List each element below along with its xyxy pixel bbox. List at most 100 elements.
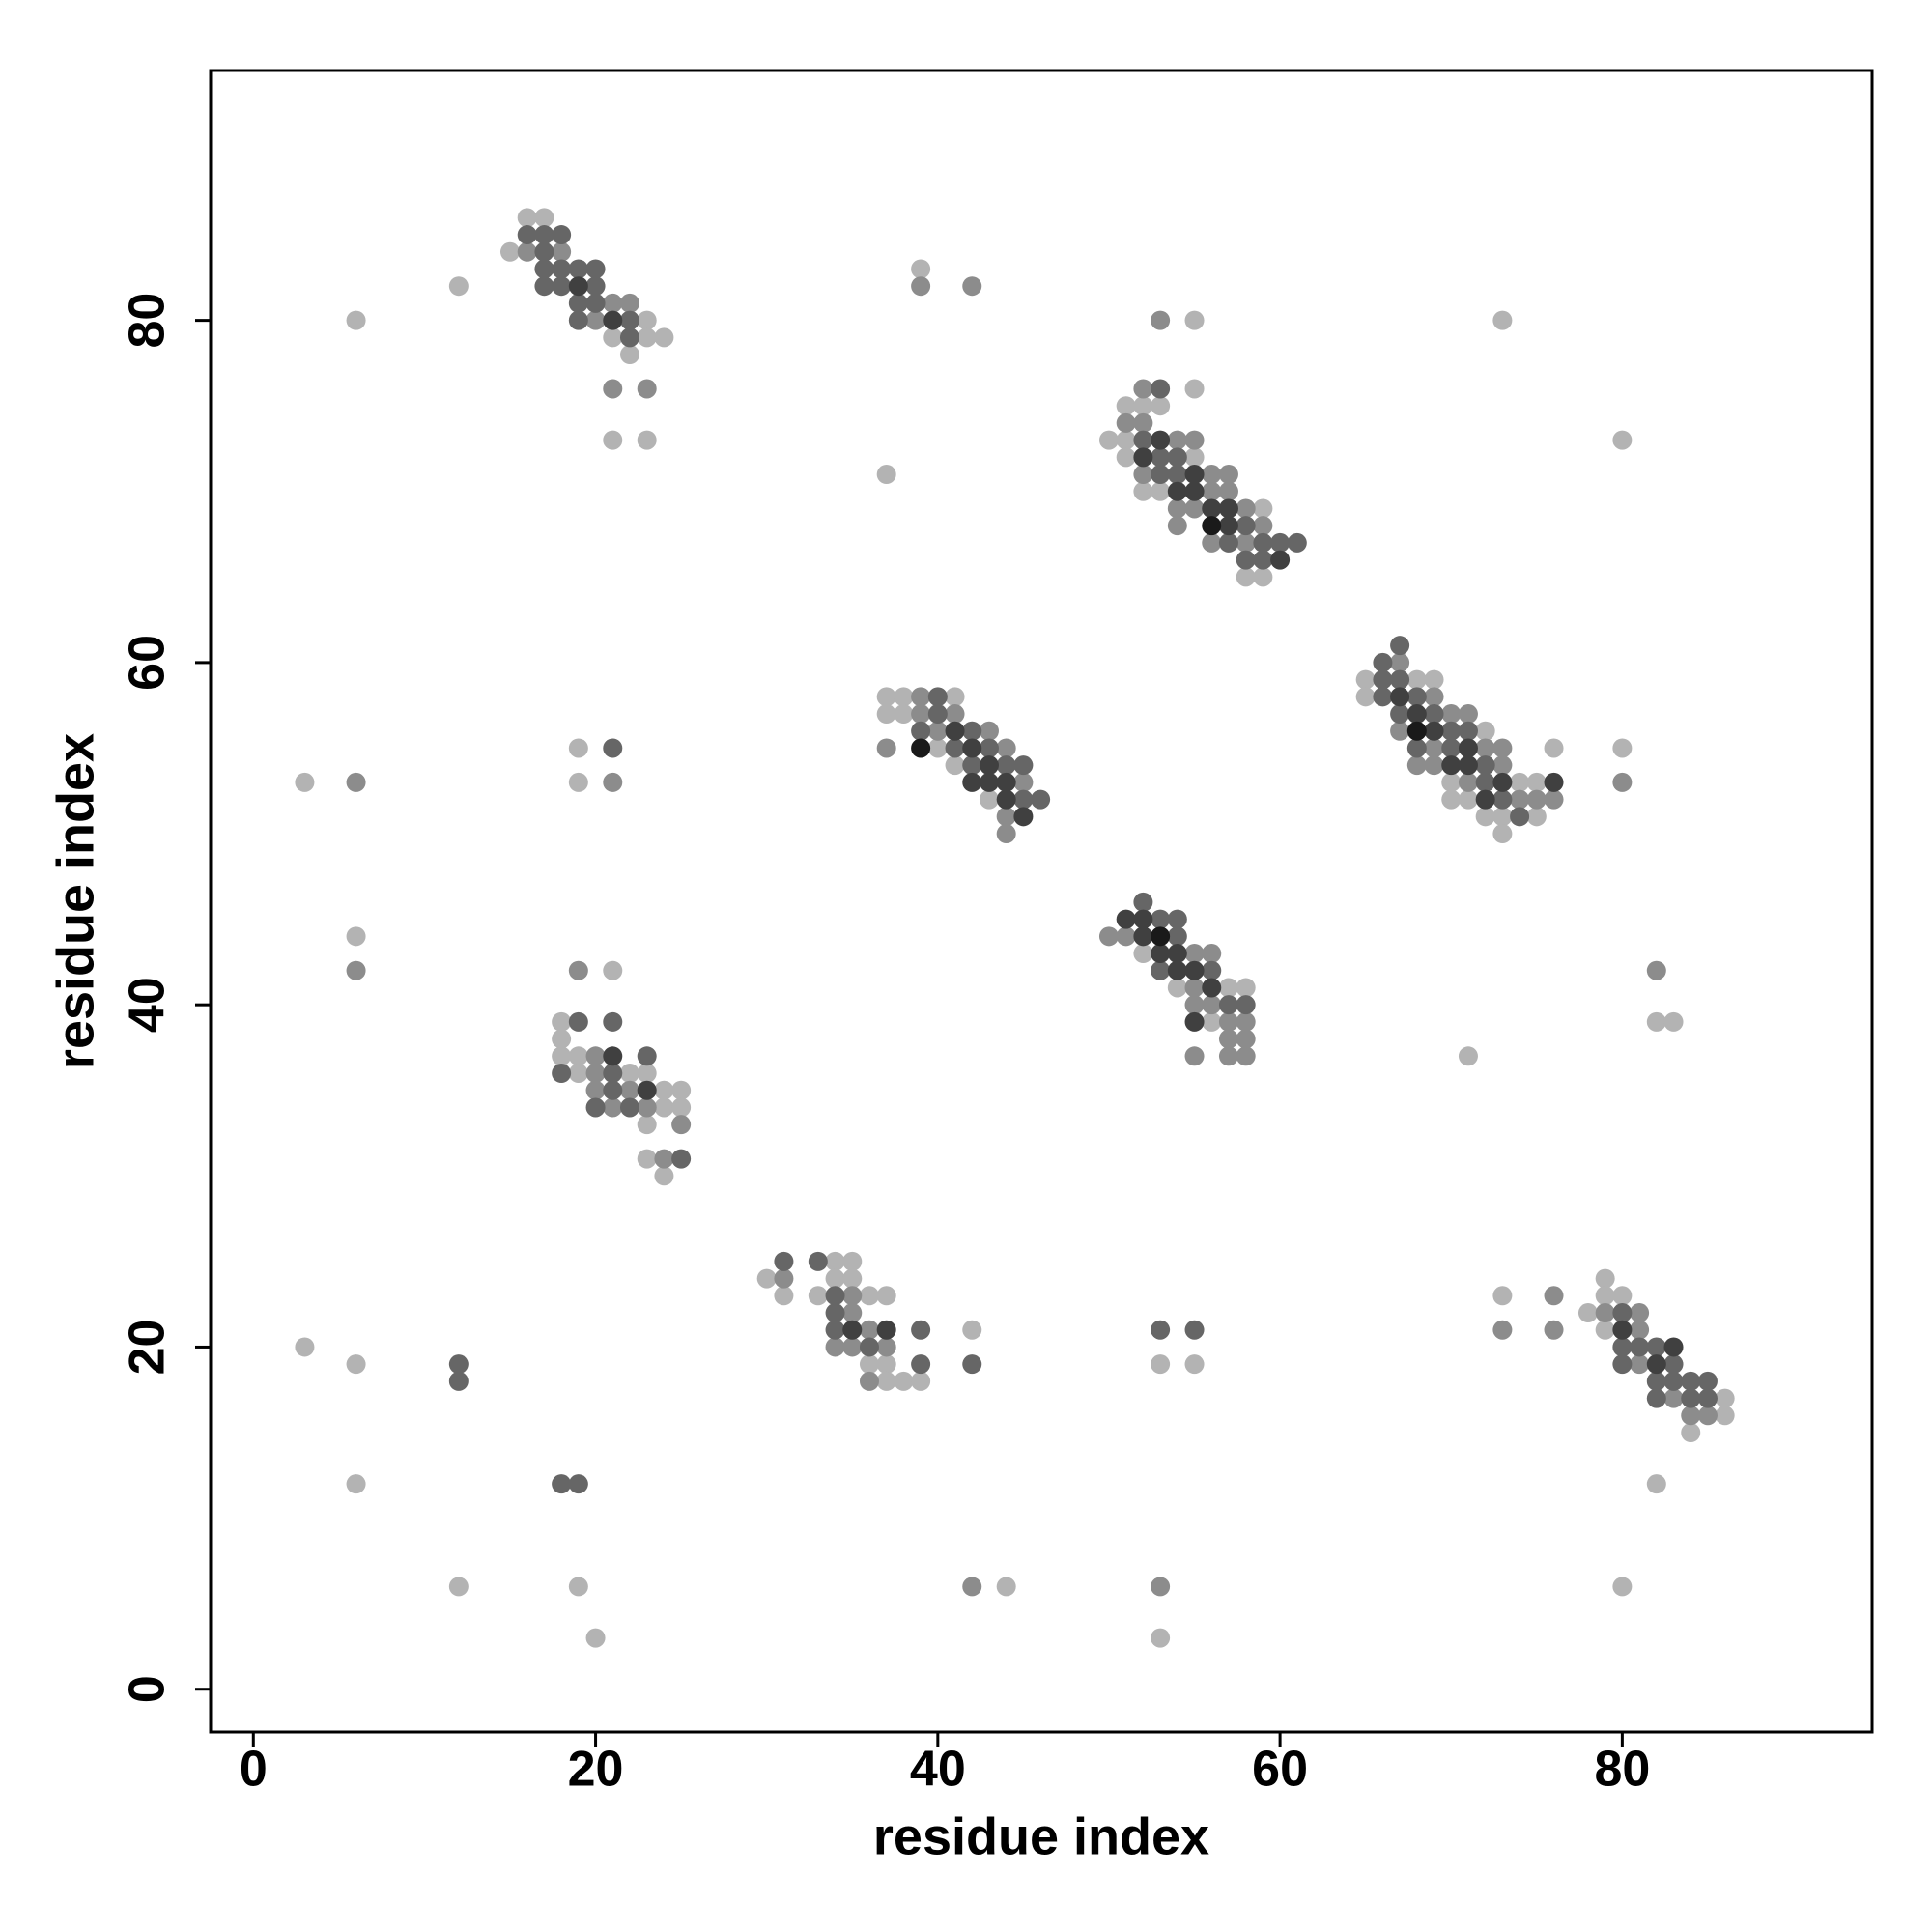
point — [1184, 995, 1205, 1015]
point — [1167, 909, 1187, 929]
point — [603, 1046, 623, 1066]
point — [1424, 704, 1444, 724]
point — [774, 1268, 794, 1289]
point — [1441, 755, 1462, 776]
y-tick-label: 60 — [120, 635, 176, 691]
point — [1424, 738, 1444, 758]
point — [1202, 532, 1222, 553]
point — [979, 738, 999, 758]
point — [1236, 995, 1256, 1015]
point — [1595, 1320, 1615, 1340]
point — [1492, 824, 1513, 844]
point — [603, 738, 623, 758]
point — [637, 1064, 657, 1084]
point — [996, 789, 1016, 810]
point — [1663, 1354, 1684, 1375]
point — [1595, 1286, 1615, 1306]
point — [911, 738, 931, 758]
point — [534, 259, 554, 279]
point — [1236, 978, 1256, 998]
point — [619, 1080, 639, 1100]
point — [1424, 721, 1444, 741]
point — [1526, 772, 1547, 792]
point — [962, 738, 982, 758]
point — [568, 1046, 588, 1066]
point — [945, 738, 965, 758]
point — [1681, 1388, 1701, 1408]
point — [1116, 926, 1136, 947]
point — [927, 704, 948, 724]
point — [1184, 481, 1205, 501]
point — [1202, 944, 1222, 964]
point — [1390, 721, 1410, 741]
point — [568, 772, 588, 792]
point — [774, 1251, 794, 1271]
point — [585, 1064, 606, 1084]
point — [1492, 772, 1513, 792]
point — [1544, 789, 1564, 810]
point — [1475, 789, 1495, 810]
point — [1612, 738, 1633, 758]
point — [1390, 636, 1410, 656]
point — [671, 1080, 692, 1100]
point — [619, 327, 639, 348]
point — [1151, 447, 1171, 468]
point — [1013, 807, 1034, 827]
point — [1475, 738, 1495, 758]
point — [1287, 532, 1307, 553]
point — [876, 1286, 896, 1306]
point — [1441, 789, 1462, 810]
point — [1373, 652, 1393, 672]
point — [603, 379, 623, 399]
point — [1612, 430, 1633, 450]
point — [637, 1149, 657, 1169]
point — [1031, 789, 1051, 810]
point — [1253, 532, 1273, 553]
point — [1612, 1337, 1633, 1357]
point — [1116, 396, 1136, 416]
point — [1184, 1011, 1205, 1032]
point — [979, 721, 999, 741]
point — [603, 772, 623, 792]
point — [585, 1628, 606, 1648]
point — [1151, 1320, 1171, 1340]
point — [295, 1337, 315, 1357]
point — [637, 1046, 657, 1066]
point — [1544, 1320, 1564, 1340]
point — [876, 704, 896, 724]
point — [1013, 789, 1034, 810]
point — [1510, 772, 1530, 792]
point — [1681, 1423, 1701, 1443]
point — [1184, 447, 1205, 468]
point — [876, 1371, 896, 1391]
x-tick-label: 0 — [240, 1742, 268, 1798]
point — [1475, 807, 1495, 827]
point — [1612, 1286, 1633, 1306]
point — [517, 208, 537, 228]
point — [842, 1268, 863, 1289]
point — [1013, 755, 1034, 776]
point — [996, 772, 1016, 792]
point — [1184, 960, 1205, 980]
point — [1184, 1354, 1205, 1375]
point — [346, 1474, 366, 1494]
point — [1236, 1046, 1256, 1066]
point — [1492, 807, 1513, 827]
point — [1458, 755, 1478, 776]
point — [1151, 1354, 1171, 1375]
x-tick-label: 40 — [910, 1742, 966, 1798]
point — [603, 293, 623, 313]
point — [552, 242, 572, 262]
point — [568, 276, 588, 297]
point — [962, 276, 982, 297]
point — [945, 687, 965, 707]
point — [1612, 1577, 1633, 1597]
plot-frame — [209, 69, 1874, 1734]
point — [1202, 995, 1222, 1015]
point — [996, 824, 1016, 844]
point — [448, 1577, 469, 1597]
point — [637, 310, 657, 330]
point — [1202, 516, 1222, 536]
point — [894, 704, 914, 724]
